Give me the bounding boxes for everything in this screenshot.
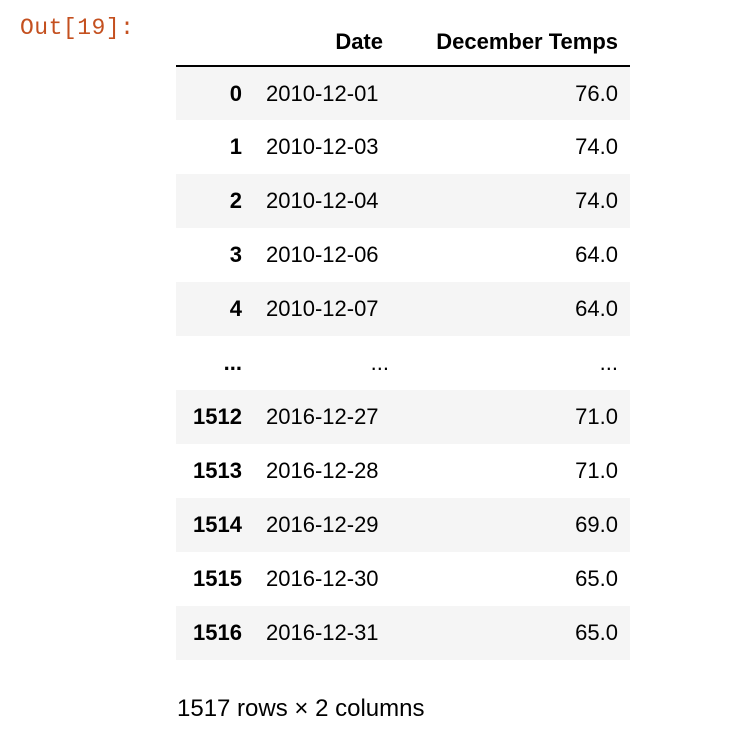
- cell-temp: 64.0: [575, 296, 618, 321]
- cell-temp: 74.0: [575, 188, 618, 213]
- cell-temp: 71.0: [575, 458, 618, 483]
- table-body: 0 2010-12-01 76.0 1 2010-12-03 74.0 2 2010-12-0…: [176, 66, 630, 660]
- table-row: 1516 2016-12-31 65.0: [176, 606, 630, 660]
- cell-temp: 64.0: [575, 242, 618, 267]
- cell-date: 2016-12-29: [266, 512, 379, 537]
- cell-temp: 71.0: [575, 404, 618, 429]
- cell-date: 2010-12-04: [266, 188, 379, 213]
- table-row: 1 2010-12-03 74.0: [176, 120, 630, 174]
- cell-date: 2010-12-06: [266, 242, 379, 267]
- index-header: [176, 18, 266, 67]
- cell-temp: 74.0: [575, 134, 618, 159]
- cell-date: 2016-12-31: [266, 620, 379, 645]
- table-row: 1513 2016-12-28 71.0: [176, 444, 630, 498]
- cell-date: 2010-12-03: [266, 134, 379, 159]
- cell-date: 2016-12-28: [266, 458, 379, 483]
- output-prompt: Out[19]:: [20, 15, 135, 41]
- cell-date: ...: [370, 350, 389, 375]
- row-index: 2: [229, 188, 242, 213]
- row-index: ...: [223, 350, 242, 375]
- row-index: 1516: [193, 620, 242, 645]
- column-header-temps: December Temps: [393, 18, 630, 67]
- cell-date: 2010-12-07: [266, 296, 379, 321]
- row-index: 1512: [193, 404, 242, 429]
- row-index: 1515: [193, 566, 242, 591]
- cell-temp: 65.0: [575, 620, 618, 645]
- row-index: 1514: [193, 512, 242, 537]
- table-row: 0 2010-12-01 76.0: [176, 66, 630, 120]
- cell-temp: 65.0: [575, 566, 618, 591]
- row-index: 1513: [193, 458, 242, 483]
- table-row: 2 2010-12-04 74.0: [176, 174, 630, 228]
- table-row: 1512 2016-12-27 71.0: [176, 390, 630, 444]
- header-row: Date December Temps: [176, 18, 630, 67]
- table-row: 4 2010-12-07 64.0: [176, 282, 630, 336]
- ellipsis-row: .........: [176, 336, 630, 390]
- cell-temp: ...: [599, 350, 618, 375]
- row-index: 1: [229, 134, 242, 159]
- cell-date: 2016-12-27: [266, 404, 379, 429]
- dataframe-shape: 1517 rows × 2 columns: [177, 695, 425, 722]
- cell-temp: 76.0: [575, 80, 618, 106]
- row-index: 3: [229, 242, 242, 267]
- table-row: 1515 2016-12-30 65.0: [176, 552, 630, 606]
- column-header-date: Date: [266, 18, 393, 67]
- row-index: 4: [229, 296, 242, 321]
- dataframe-table: Date December Temps 0 2010-12-01 76.0 1 2010…: [176, 18, 630, 660]
- cell-date: 2016-12-30: [266, 566, 379, 591]
- row-index: 0: [229, 80, 242, 106]
- table-header: Date December Temps: [176, 18, 630, 67]
- cell-temp: 69.0: [575, 512, 618, 537]
- table-row: 3 2010-12-06 64.0: [176, 228, 630, 282]
- cell-date: 2010-12-01: [266, 80, 379, 106]
- table-row: 1514 2016-12-29 69.0: [176, 498, 630, 552]
